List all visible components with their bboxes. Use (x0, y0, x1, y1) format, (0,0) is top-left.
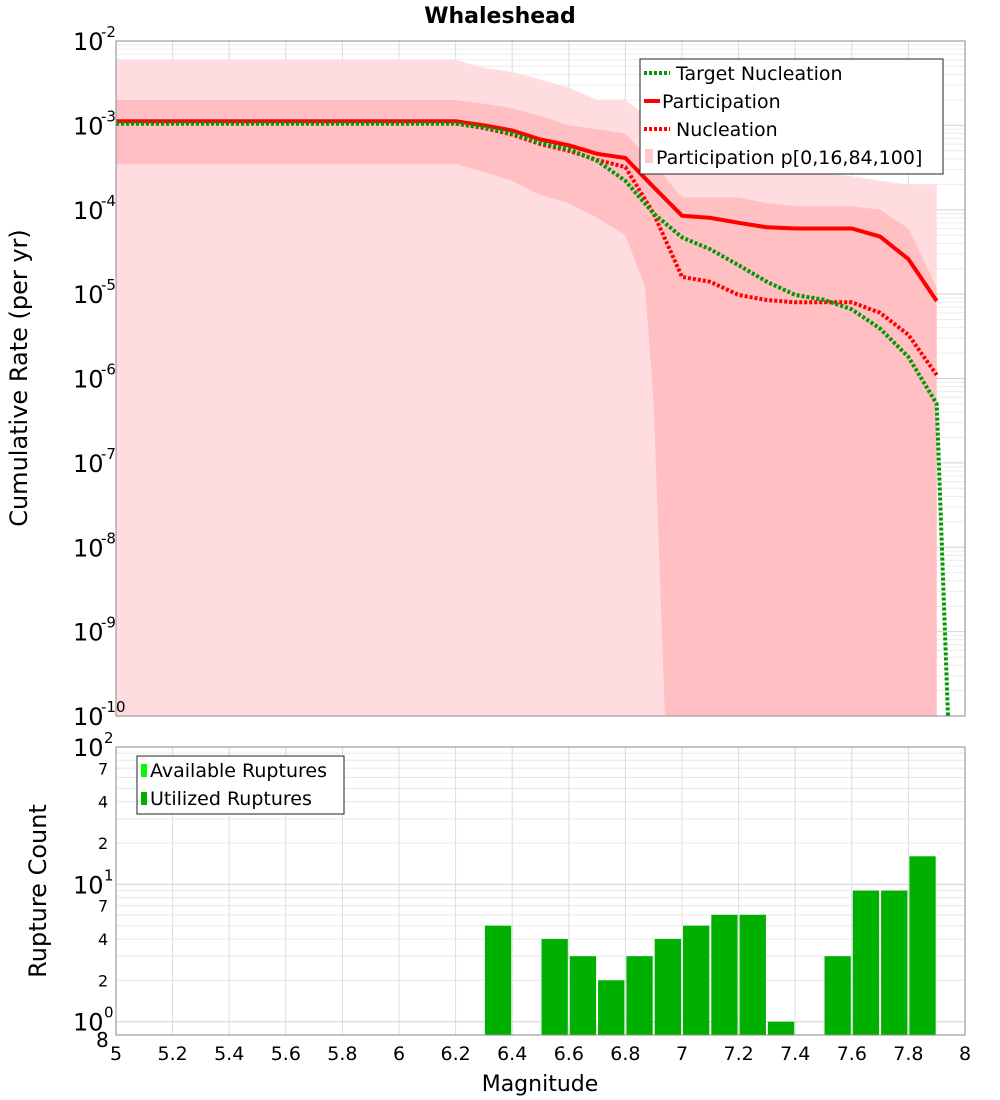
x-tick-label: 6.4 (497, 1043, 527, 1065)
legend-percentile-swatch (645, 149, 653, 163)
legend-available-label: Available Ruptures (150, 760, 327, 782)
rate-y-tick-label: 10 (73, 619, 104, 647)
count-legend: Available Ruptures Utilized Ruptures (136, 755, 345, 815)
rupture-count-bar (852, 890, 880, 1035)
legend-available-swatch (141, 764, 147, 777)
rate-y-tick-label: 10 (73, 281, 104, 309)
rate-percentile-bands (116, 59, 937, 716)
x-tick-label: 5 (110, 1043, 122, 1065)
legend-utilized-label: Utilized Ruptures (150, 788, 312, 810)
count-y-tick-label: 7 (98, 759, 108, 778)
rupture-count-bar (541, 939, 568, 1035)
x-tick-label: 6.2 (440, 1043, 470, 1065)
count-legend-box (136, 755, 345, 815)
series-line-target-nucleation (116, 121, 950, 717)
x-tick-label: 6.8 (610, 1043, 640, 1065)
count-y-tick-label: 10 (73, 1009, 104, 1037)
rupture-count-bar (654, 939, 681, 1035)
x-tick-label: 5.8 (327, 1043, 357, 1065)
rupture-count-bar (767, 1021, 795, 1035)
rate-y-tick-label: 10 (73, 28, 104, 56)
x-tick-label: 8 (959, 1043, 971, 1065)
rate-y-tick-exponent: -7 (101, 445, 116, 463)
rupture-count-bar (881, 890, 908, 1035)
x-tick-label: 6 (393, 1043, 405, 1065)
count-x-tick-labels: 5 5.2 5.4 5.6 5.8 6 6.2 6.4 6.6 6.8 7 7.2 7.4 7.6 7.8 8 (110, 1043, 971, 1065)
x-tick-label: 5.6 (271, 1043, 301, 1065)
x-tick-label: 7.8 (893, 1043, 923, 1065)
count-y-tick-exponent: 2 (104, 729, 114, 747)
count-y-tick-label: 10 (73, 871, 104, 899)
rupture-count-bar (739, 914, 766, 1035)
count-y-tick-label: 7 (98, 897, 108, 916)
count-y-tick-exponent: 1 (104, 866, 114, 884)
x-tick-label: 6.6 (554, 1043, 584, 1065)
rate-y-tick-label: 10 (73, 703, 104, 731)
legend-nucleation-label: Nucleation (676, 119, 778, 141)
rupture-count-bar (626, 956, 653, 1035)
x-axis-label: Magnitude (482, 1072, 599, 1097)
x-tick-label: 5.2 (157, 1043, 187, 1065)
x-tick-label: 7 (676, 1043, 688, 1065)
rate-y-tick-exponent: -9 (101, 614, 116, 632)
rate-y-tick-label: 10 (73, 366, 104, 394)
rate-y-tick-label: 10 (73, 450, 104, 478)
count-bars (484, 856, 936, 1035)
rate-series-lines (116, 119, 950, 717)
rupture-count-bar (484, 925, 512, 1035)
legend-target-nucleation-label: Target Nucleation (675, 63, 843, 85)
x-tick-label: 7.4 (780, 1043, 810, 1065)
x-tick-label: 5.4 (214, 1043, 244, 1065)
percentile-band-inner (116, 100, 937, 716)
count-y-tick-label: 2 (98, 971, 108, 990)
rupture-count-bar (909, 856, 936, 1035)
rate-y-axis-label: Cumulative Rate (per yr) (5, 229, 33, 527)
rupture-count-bar (598, 980, 625, 1035)
rate-legend: Target Nucleation Participation Nucleati… (639, 58, 944, 175)
count-y-tick-exponent: 0 (104, 1004, 114, 1022)
rate-y-tick-exponent: -5 (101, 276, 116, 294)
x-tick-label: 7.2 (723, 1043, 753, 1065)
rate-y-tick-exponent: -10 (101, 698, 126, 716)
count-y-tick-label: 8 (96, 1028, 109, 1052)
count-y-tick-label: 2 (98, 834, 108, 853)
count-plot-frame (115, 746, 966, 1036)
count-y-tick-label: 10 (73, 734, 104, 762)
rate-legend-box (639, 58, 944, 175)
rupture-count-bar (711, 914, 738, 1035)
count-y-tick-label: 4 (98, 793, 108, 812)
legend-utilized-swatch (141, 792, 147, 805)
legend-percentile-label: Participation p[0,16,84,100] (656, 147, 922, 169)
rate-y-tick-label: 10 (73, 197, 104, 225)
rate-y-tick-exponent: -8 (101, 529, 116, 547)
rate-y-tick-exponent: -2 (101, 23, 116, 41)
rate-y-tick-exponent: -4 (101, 192, 116, 210)
x-tick-label: 7.6 (837, 1043, 867, 1065)
rate-plot-frame (115, 40, 966, 717)
rupture-count-bar (683, 925, 710, 1035)
rupture-count-bar (824, 956, 851, 1035)
count-y-axis-label: Rupture Count (24, 804, 52, 978)
rate-y-tick-label: 10 (73, 534, 104, 562)
legend-participation-label: Participation (662, 91, 781, 113)
count-y-tick-label: 4 (98, 930, 108, 949)
series-line-participation (116, 119, 939, 303)
rupture-count-bar (569, 956, 597, 1035)
rate-y-tick-label: 10 (73, 112, 104, 140)
rate-y-tick-exponent: -6 (101, 361, 116, 379)
chart-title: Whaleshead (424, 4, 576, 29)
rate-y-tick-exponent: -3 (101, 107, 116, 125)
